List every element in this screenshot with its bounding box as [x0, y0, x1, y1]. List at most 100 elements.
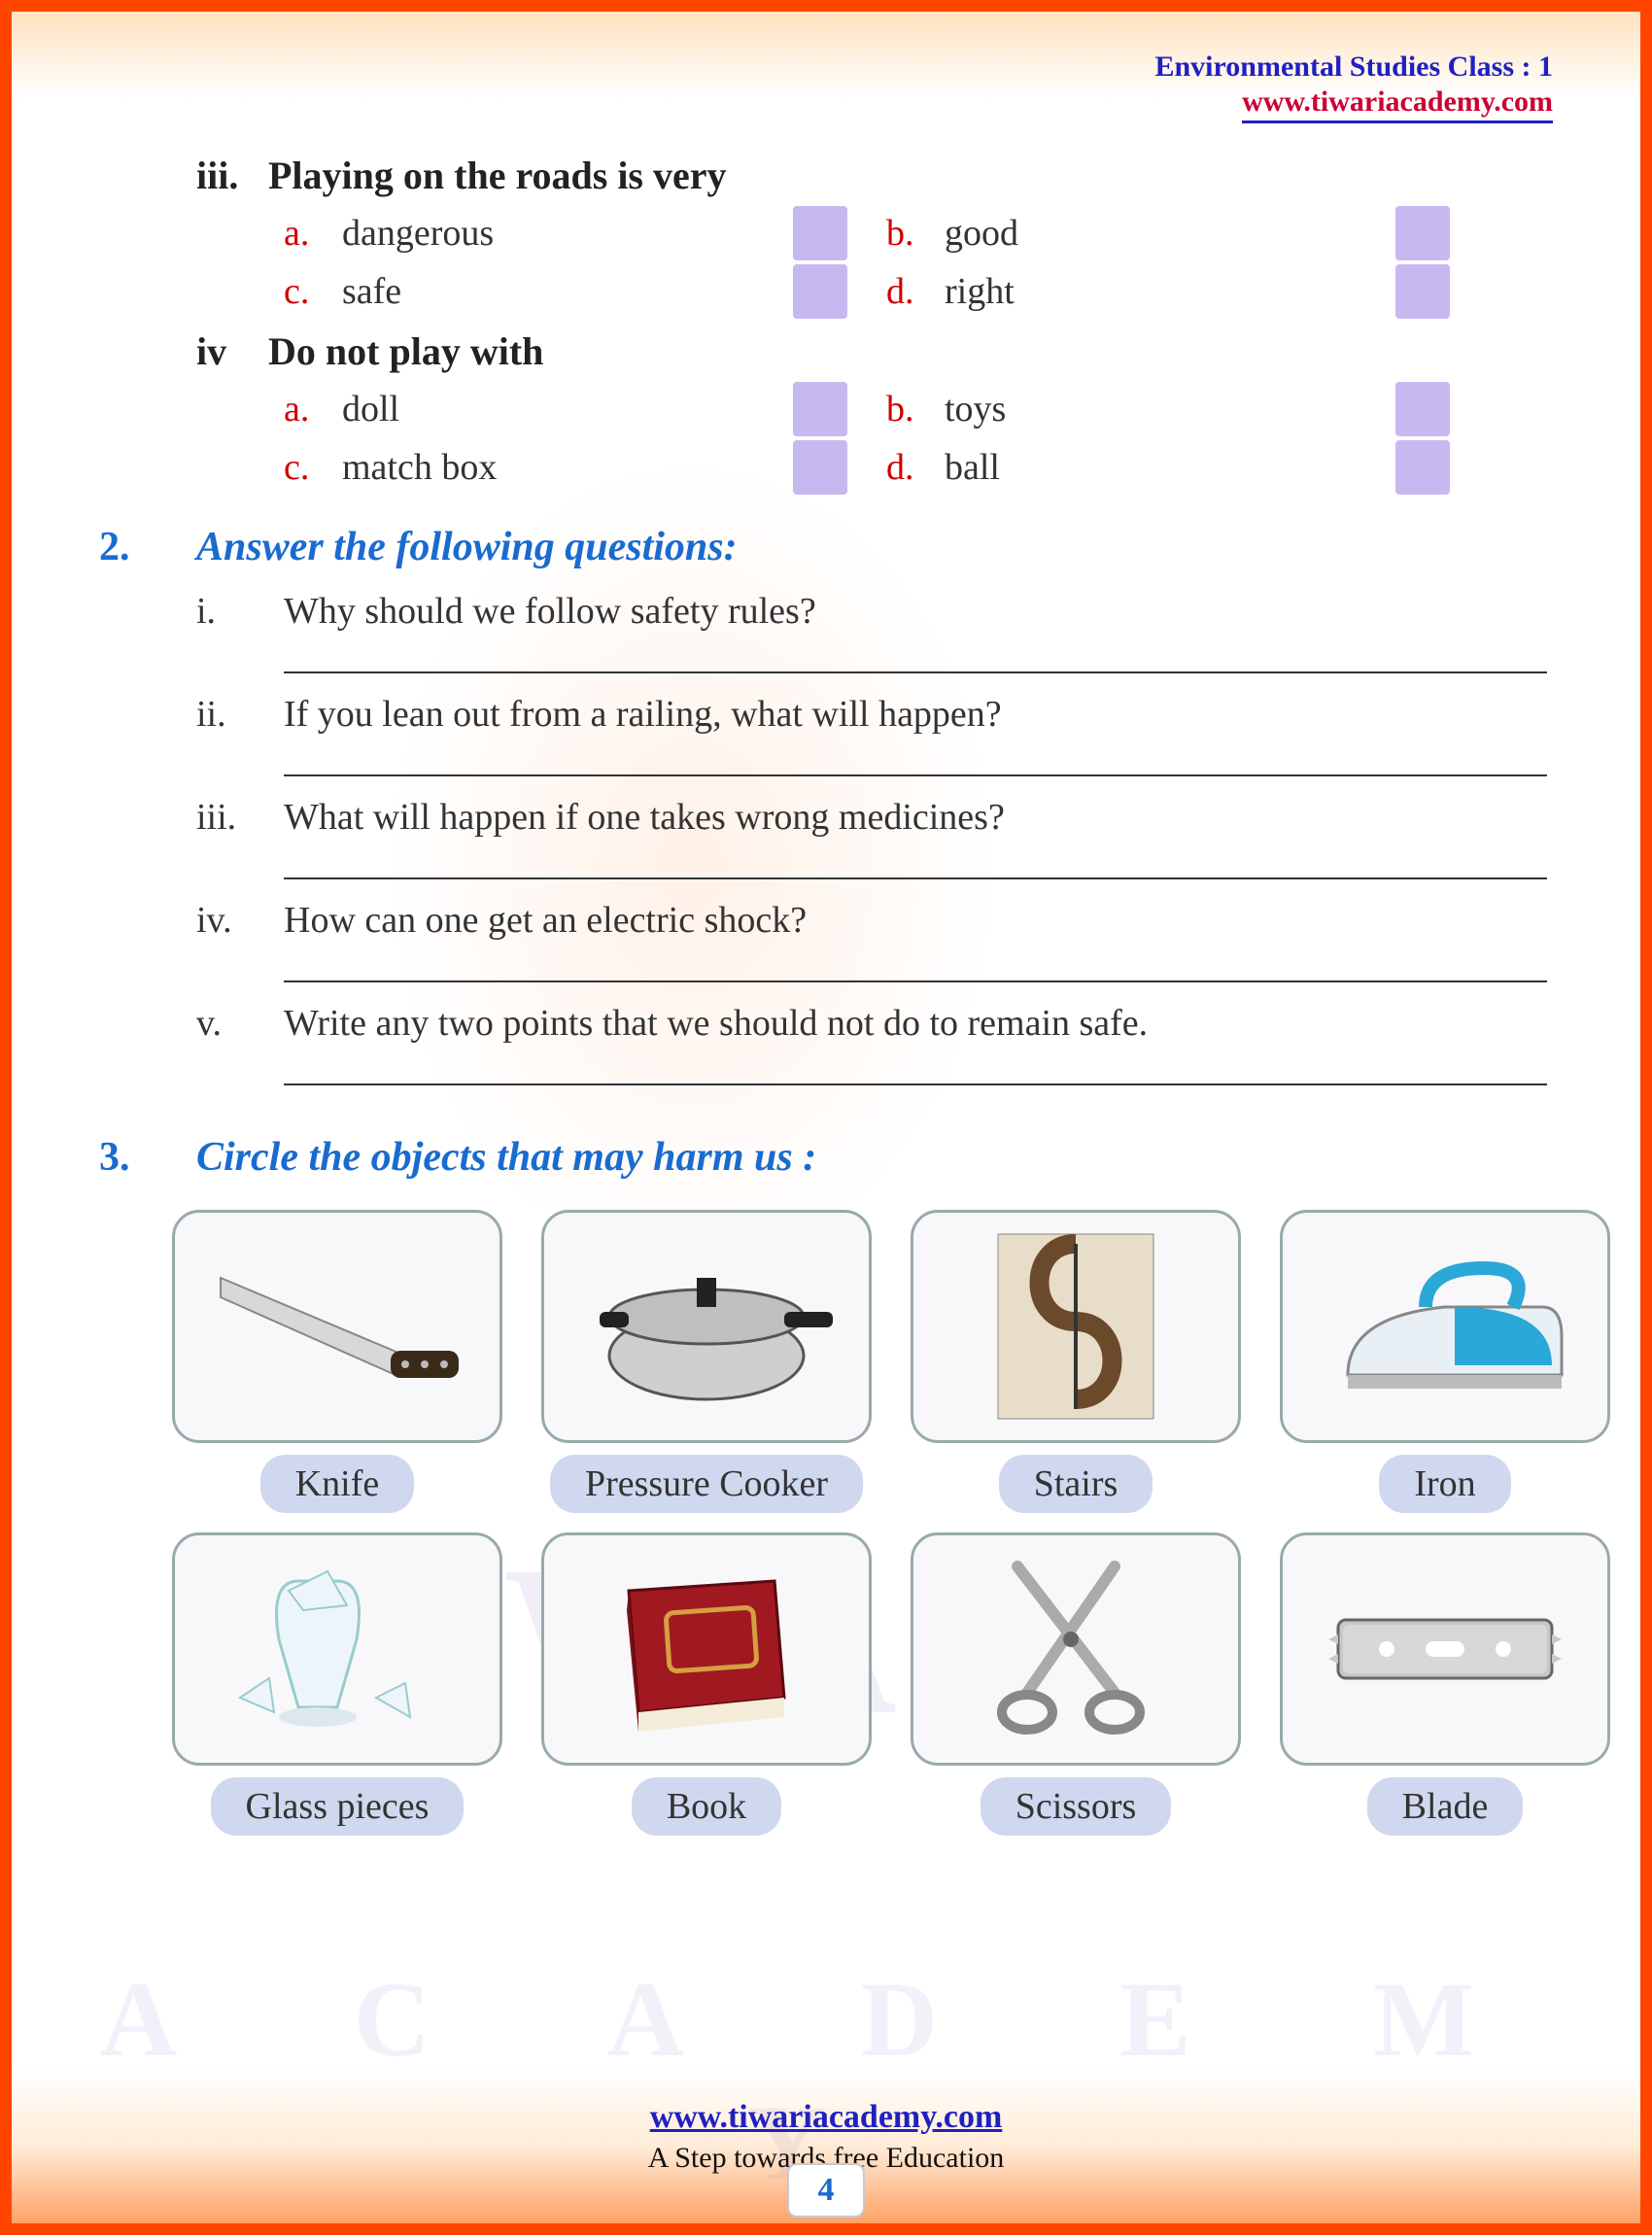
mcq-stem: Playing on the roads is very	[268, 153, 727, 198]
option-cell: c. safe	[284, 264, 886, 319]
header-subject: Environmental Studies Class : 1	[99, 51, 1553, 84]
object-cell: Pressure Cooker	[536, 1210, 877, 1513]
object-label: Knife	[260, 1455, 415, 1513]
question-number: v.	[196, 1002, 284, 1045]
question-text: Why should we follow safety rules?	[284, 590, 1553, 633]
answer-box[interactable]	[1395, 440, 1450, 495]
section-heading: 2. Answer the following questions:	[99, 524, 1553, 570]
option-text: good	[945, 212, 1395, 255]
object-label: Glass pieces	[211, 1777, 465, 1836]
option-letter: d.	[886, 446, 945, 489]
answer-box[interactable]	[1395, 206, 1450, 260]
answer-line[interactable]	[284, 671, 1547, 673]
object-label: Book	[632, 1777, 781, 1836]
object-box[interactable]	[911, 1210, 1241, 1443]
question-text: Write any two points that we should not …	[284, 1002, 1553, 1045]
iron-icon	[1309, 1239, 1581, 1414]
option-text: toys	[945, 388, 1395, 430]
object-label: Stairs	[999, 1455, 1153, 1513]
answer-box[interactable]	[1395, 382, 1450, 436]
mcq-number: iv	[196, 328, 264, 374]
option-row: c. safe d. right	[284, 264, 1553, 319]
option-letter: b.	[886, 212, 945, 255]
mcq-options: a. doll b. toys c. match box	[284, 382, 1553, 495]
option-cell: a. doll	[284, 382, 886, 436]
object-label: Scissors	[981, 1777, 1172, 1836]
question-item: ii. If you lean out from a railing, what…	[196, 693, 1553, 736]
footer-url: www.tiwariacademy.com	[12, 2099, 1640, 2136]
object-cell: Iron	[1275, 1210, 1615, 1513]
section-heading: 3. Circle the objects that may harm us :	[99, 1134, 1553, 1181]
question-text: What will happen if one takes wrong medi…	[284, 796, 1553, 839]
content-area: iii. Playing on the roads is very a. dan…	[99, 153, 1553, 1836]
object-cell: Stairs	[906, 1210, 1246, 1513]
object-box[interactable]	[1280, 1532, 1610, 1766]
page-number: 4	[787, 2163, 865, 2218]
option-text: ball	[945, 446, 1395, 489]
mcq-stem: Do not play with	[268, 328, 543, 374]
blade-icon	[1309, 1581, 1581, 1717]
object-label: Pressure Cooker	[550, 1455, 863, 1513]
option-letter: a.	[284, 212, 342, 255]
section-title: Answer the following questions:	[196, 524, 738, 570]
answer-line[interactable]	[284, 877, 1547, 879]
object-box[interactable]	[1280, 1210, 1610, 1443]
answer-box[interactable]	[793, 440, 847, 495]
option-letter: a.	[284, 388, 342, 430]
object-label: Blade	[1367, 1777, 1524, 1836]
mcq-number: iii.	[196, 153, 264, 198]
question-number: ii.	[196, 693, 284, 736]
page-header: Environmental Studies Class : 1 www.tiwa…	[99, 51, 1553, 123]
scissors-icon	[959, 1547, 1192, 1751]
answer-box[interactable]	[793, 382, 847, 436]
object-box[interactable]	[172, 1210, 502, 1443]
option-letter: d.	[886, 270, 945, 313]
option-text: dangerous	[342, 212, 793, 255]
option-letter: c.	[284, 270, 342, 313]
book-icon	[590, 1552, 823, 1746]
option-cell: c. match box	[284, 440, 886, 495]
pressure-cooker-icon	[570, 1239, 843, 1414]
option-cell: a. dangerous	[284, 206, 886, 260]
mcq-item: iii. Playing on the roads is very a. dan…	[196, 153, 1553, 319]
object-box[interactable]	[541, 1210, 872, 1443]
answer-line[interactable]	[284, 1083, 1547, 1085]
glass-pieces-icon	[201, 1552, 473, 1746]
object-cell: Book	[536, 1532, 877, 1836]
question-item: i. Why should we follow safety rules?	[196, 590, 1553, 633]
option-cell: d. right	[886, 264, 1489, 319]
question-item: iii. What will happen if one takes wrong…	[196, 796, 1553, 839]
question-number: i.	[196, 590, 284, 633]
mcq-options: a. dangerous b. good c. safe	[284, 206, 1553, 319]
mcq-item: iv Do not play with a. doll b. toys	[196, 328, 1553, 495]
object-cell: Blade	[1275, 1532, 1615, 1836]
section-title: Circle the objects that may harm us :	[196, 1134, 816, 1181]
option-letter: b.	[886, 388, 945, 430]
object-label: Iron	[1379, 1455, 1510, 1513]
option-text: doll	[342, 388, 793, 430]
stairs-icon	[988, 1224, 1163, 1428]
option-text: match box	[342, 446, 793, 489]
option-row: a. dangerous b. good	[284, 206, 1553, 260]
question-number: iv.	[196, 899, 284, 942]
answer-line[interactable]	[284, 774, 1547, 776]
answer-box[interactable]	[793, 264, 847, 319]
answer-box[interactable]	[793, 206, 847, 260]
section-number: 2.	[99, 524, 196, 570]
object-cell: Glass pieces	[167, 1532, 507, 1836]
section-number: 3.	[99, 1134, 196, 1181]
object-box[interactable]	[541, 1532, 872, 1766]
answer-box[interactable]	[1395, 264, 1450, 319]
answer-line[interactable]	[284, 980, 1547, 982]
question-text: How can one get an electric shock?	[284, 899, 1553, 942]
option-text: right	[945, 270, 1395, 313]
option-cell: d. ball	[886, 440, 1489, 495]
worksheet-page: IWARI A C A D E M Y Environmental Studie…	[0, 0, 1652, 2235]
object-box[interactable]	[172, 1532, 502, 1766]
header-url: www.tiwariacademy.com	[1242, 86, 1553, 123]
question-text: If you lean out from a railing, what wil…	[284, 693, 1553, 736]
object-box[interactable]	[911, 1532, 1241, 1766]
question-item: iv. How can one get an electric shock?	[196, 899, 1553, 942]
option-row: c. match box d. ball	[284, 440, 1553, 495]
option-row: a. doll b. toys	[284, 382, 1553, 436]
